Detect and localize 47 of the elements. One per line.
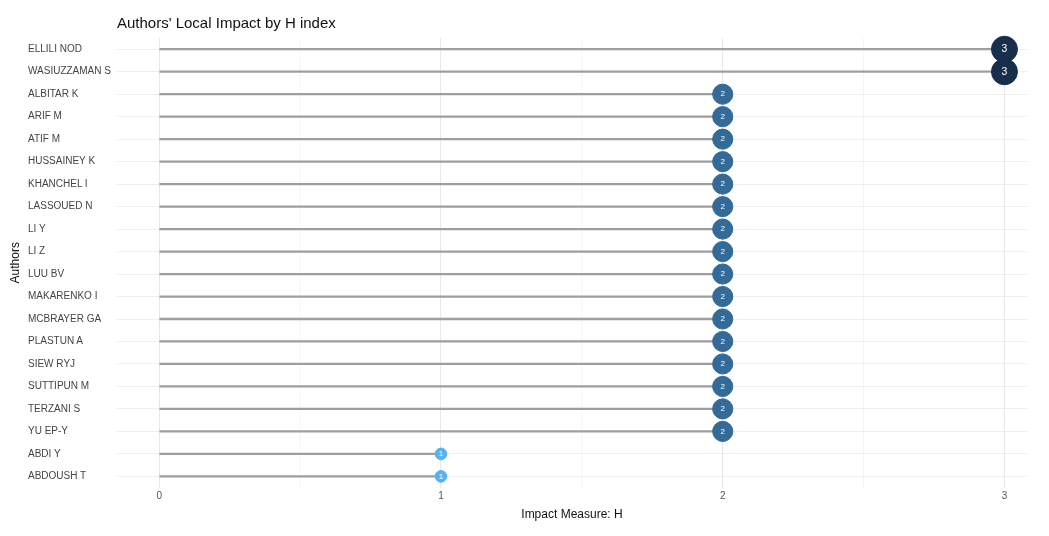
data-label: 2 xyxy=(720,89,726,99)
data-label: 3 xyxy=(1001,65,1008,77)
y-tick-label: LI Y xyxy=(28,222,46,234)
y-tick-label: LASSOUED N xyxy=(28,200,93,212)
data-label: 2 xyxy=(720,336,726,346)
y-tick-label: KHANCHEL I xyxy=(28,177,88,189)
y-tick-label: MCBRAYER GA xyxy=(28,312,102,324)
data-label: 2 xyxy=(720,426,726,436)
data-label: 1 xyxy=(438,449,444,459)
y-axis-title: Authors xyxy=(8,242,23,284)
y-tick-label: LI Z xyxy=(28,245,46,257)
y-tick-label: ABDI Y xyxy=(28,447,61,459)
data-label: 2 xyxy=(720,381,726,391)
y-tick-label: PLASTUN A xyxy=(28,335,84,347)
y-tick-label: ARIF M xyxy=(28,110,62,122)
y-tick-label: LUU BV xyxy=(28,267,65,279)
data-label: 2 xyxy=(720,156,726,166)
data-label: 2 xyxy=(720,404,726,414)
y-tick-label: ATIF M xyxy=(28,132,61,144)
y-tick-label: WASIUZZAMAN S xyxy=(28,65,112,77)
x-tick-label: 0 xyxy=(156,490,163,502)
x-tick-label: 2 xyxy=(719,490,726,502)
y-tick-label: SUTTIPUN M xyxy=(28,380,90,392)
data-label: 2 xyxy=(720,359,726,369)
y-tick-label: HUSSAINEY K xyxy=(28,155,96,167)
data-label: 2 xyxy=(720,314,726,324)
data-label: 2 xyxy=(720,134,726,144)
y-tick-label: SIEW RYJ xyxy=(28,357,76,369)
data-label: 2 xyxy=(720,179,726,189)
data-label: 2 xyxy=(720,291,726,301)
y-tick-label: ELLILI NOD xyxy=(28,42,82,54)
data-label: 2 xyxy=(720,269,726,279)
x-tick-label: 3 xyxy=(1001,490,1008,502)
y-tick-label: YU EP-Y xyxy=(28,425,69,437)
y-tick-label: TERZANI S xyxy=(28,402,81,414)
data-label: 2 xyxy=(720,201,726,211)
y-tick-label: ALBITAR K xyxy=(28,87,79,99)
data-label: 1 xyxy=(438,471,444,481)
chart-title: Authors' Local Impact by H index xyxy=(116,14,337,31)
data-label: 3 xyxy=(1001,43,1008,55)
x-tick-label: 1 xyxy=(438,490,445,502)
data-label: 2 xyxy=(720,224,726,234)
y-tick-label: MAKARENKO I xyxy=(28,290,98,302)
y-tick-label: ABDOUSH T xyxy=(28,470,87,482)
x-axis-title: Impact Measure: H xyxy=(521,507,623,522)
data-label: 2 xyxy=(720,111,726,121)
data-label: 2 xyxy=(720,246,726,256)
